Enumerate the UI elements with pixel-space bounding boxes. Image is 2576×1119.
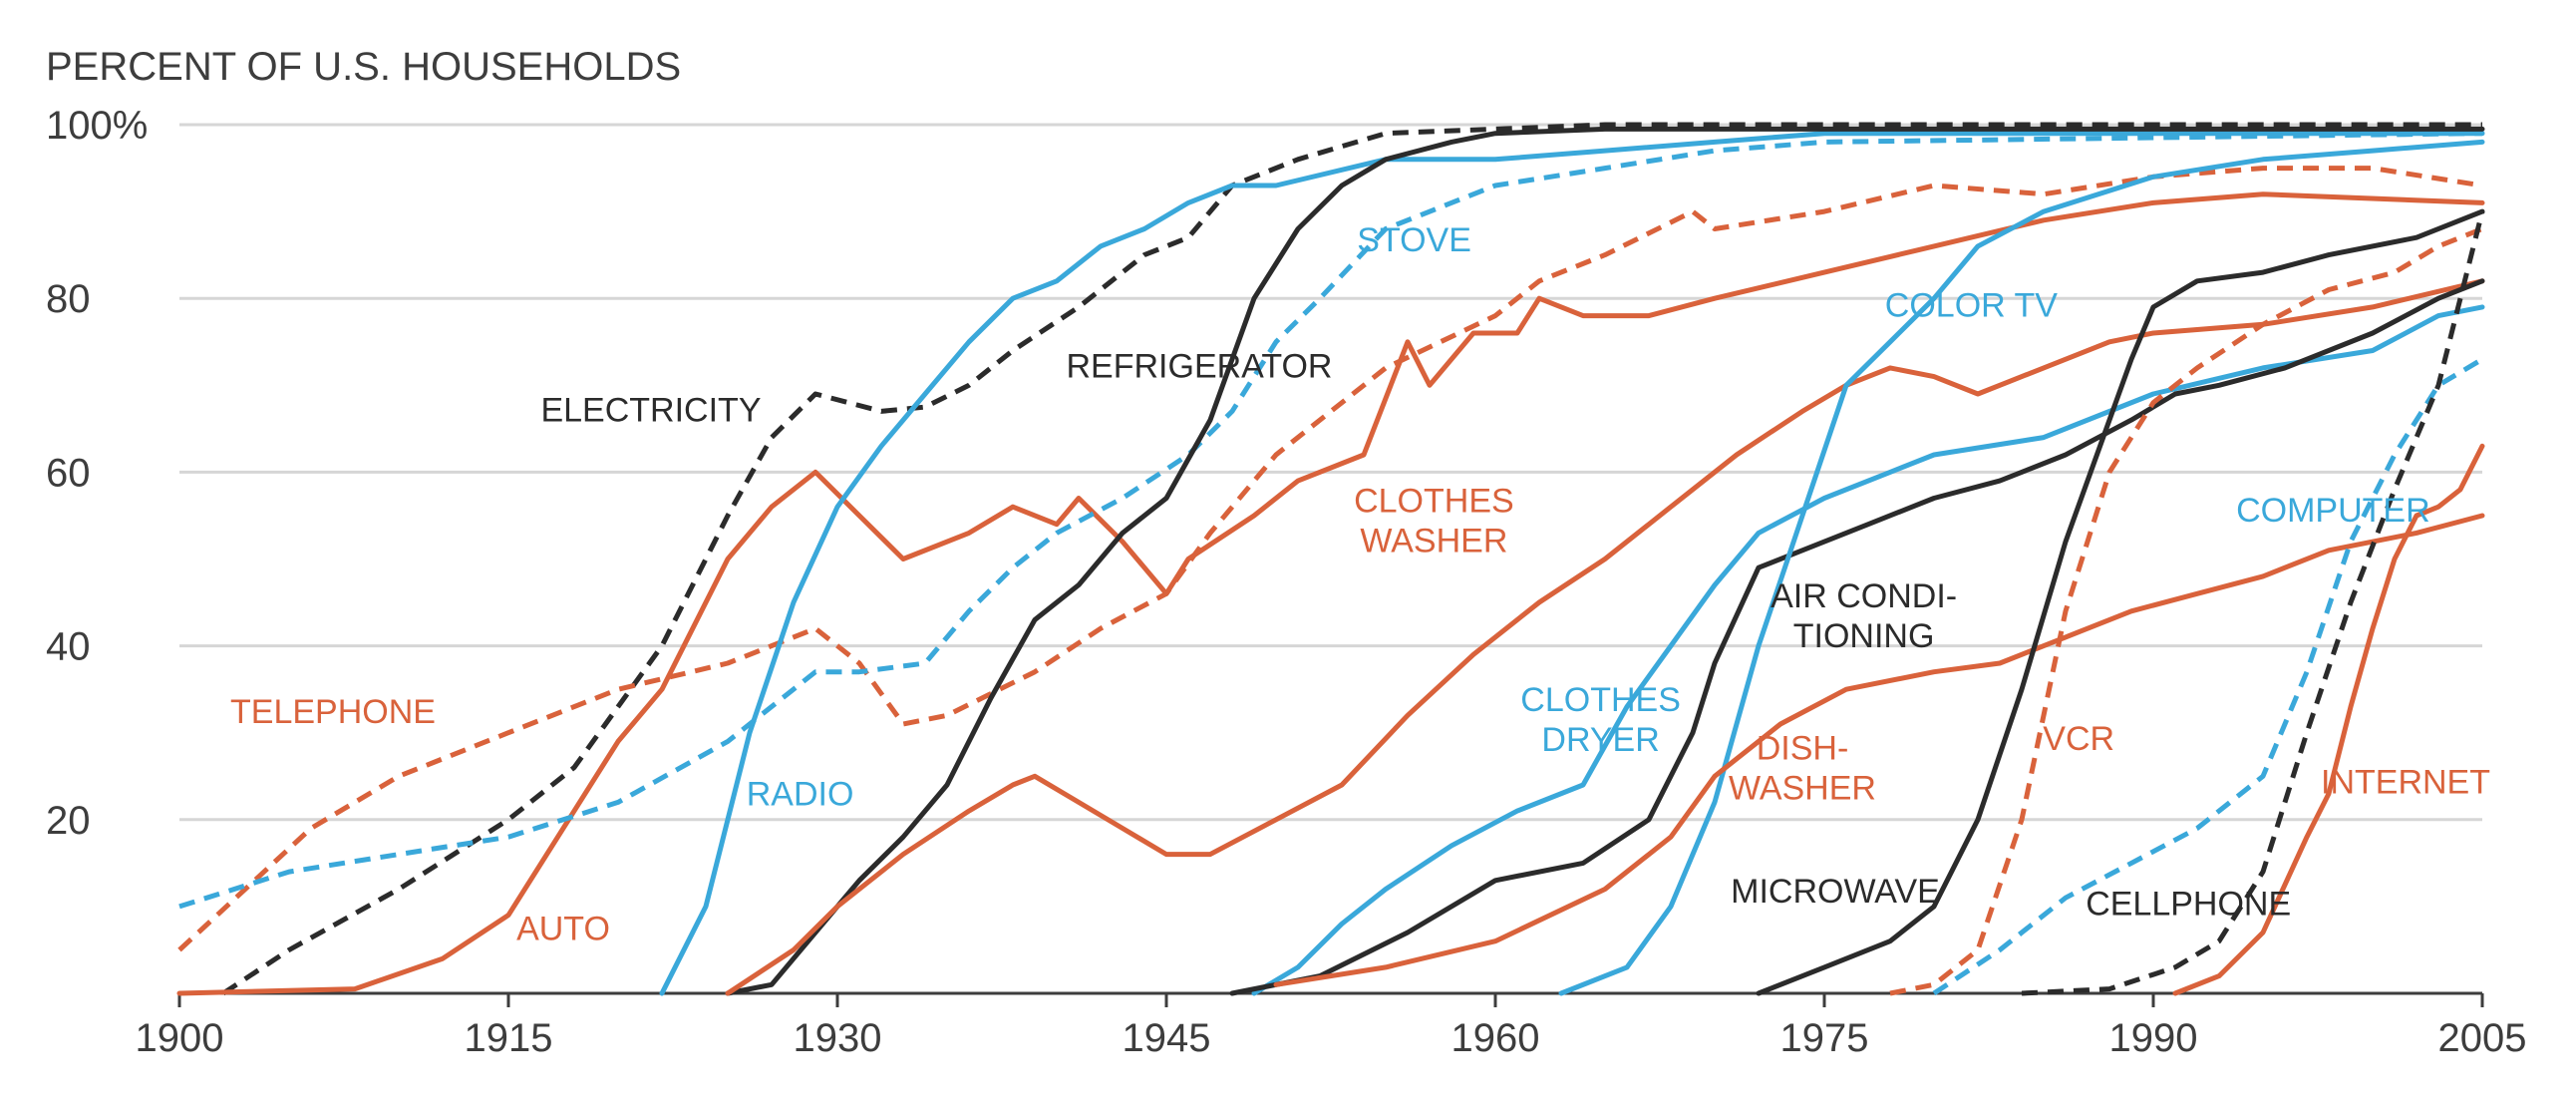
series-line-air-conditioning	[1229, 278, 2485, 996]
y-tick-100: 100%	[46, 104, 148, 148]
x-tick-1900: 1900	[136, 1016, 224, 1060]
series-label-line: ELECTRICITY	[540, 392, 761, 430]
series-label-line: WASHER	[1729, 770, 1876, 808]
series-label-clothes-dryer: CLOTHES DRYER	[1520, 681, 1681, 759]
series-label-auto: AUTO	[516, 911, 610, 948]
x-tick-1960: 1960	[1451, 1016, 1540, 1060]
x-tick-1975: 1975	[1780, 1016, 1869, 1060]
series-label-microwave: MICROWAVE	[1731, 873, 1940, 911]
series-label-color-tv: COLOR TV	[1885, 286, 2059, 324]
series-line-electricity	[221, 122, 2482, 996]
series-label-line: CLOTHES	[1354, 482, 1514, 520]
series-label-line: REFRIGERATOR	[1067, 347, 1333, 385]
x-tick-labels: 1900 1915 1930 1945 1960 1975 1990 2005	[136, 993, 2527, 1060]
series-label-computer: COMPUTER	[2236, 492, 2430, 530]
series-line-refrigerator	[725, 126, 2485, 996]
series-line-cellphone	[2021, 210, 2485, 996]
series-label-line: MICROWAVE	[1731, 873, 1940, 911]
series-labels: ELECTRICITY TELEPHONE AUTO RADIO STOVE REFRIG…	[230, 221, 2490, 948]
grid-lines	[179, 123, 2482, 995]
series-label-line: STOVE	[1357, 221, 1471, 259]
y-tick-60: 60	[46, 451, 91, 495]
series-label-vcr: VCR	[2043, 720, 2114, 758]
series-label-refrigerator: REFRIGERATOR	[1067, 347, 1333, 385]
series-label-line: TELEPHONE	[230, 693, 436, 731]
series-line-telephone	[177, 166, 2483, 952]
series-line-radio	[659, 131, 2485, 996]
x-tick-1930: 1930	[794, 1016, 882, 1060]
series-line-microwave	[1756, 208, 2485, 996]
y-axis-label: PERCENT OF U.S. HOUSEHOLDS	[46, 45, 681, 89]
x-tick-1915: 1915	[465, 1016, 553, 1060]
series-line-stove	[178, 131, 2483, 910]
series-line-clothes-dryer	[1251, 304, 2485, 996]
y-tick-20: 20	[46, 799, 91, 843]
series-label-line: WASHER	[1360, 522, 1507, 560]
series-label-clothes-washer: CLOTHES WASHER	[1354, 482, 1514, 560]
x-tick-2005: 2005	[2438, 1016, 2527, 1060]
y-tick-80: 80	[46, 277, 91, 321]
y-tick-labels: 100% 80 60 40 20	[46, 104, 148, 843]
series-label-line: DISH-	[1757, 730, 1849, 768]
series-label-stove: STOVE	[1357, 221, 1471, 259]
x-tick-1945: 1945	[1123, 1016, 1211, 1060]
series-label-cellphone: CELLPHONE	[2086, 885, 2291, 923]
series-label-line: TIONING	[1793, 617, 1935, 655]
series-label-line: RADIO	[747, 776, 854, 814]
series-label-line: AUTO	[516, 911, 610, 948]
series-line-clothes-washer	[725, 278, 2485, 996]
series-line-computer	[1932, 357, 2484, 996]
series-label-line: AIR CONDI-	[1771, 577, 1957, 615]
series-line-internet	[2172, 443, 2485, 996]
series-label-line: CLOTHES	[1520, 681, 1681, 719]
series-line-auto	[176, 191, 2485, 996]
x-tick-1990: 1990	[2109, 1016, 2198, 1060]
series-line-dishwasher	[1273, 513, 2485, 987]
series-label-electricity: ELECTRICITY	[540, 392, 761, 430]
series-label-air-conditioning: AIR CONDI-TIONING	[1771, 577, 1957, 655]
series-line-color-tv	[1558, 139, 2485, 996]
series-label-line: COMPUTER	[2236, 492, 2430, 530]
series-label-telephone: TELEPHONE	[230, 693, 436, 731]
series-label-line: VCR	[2043, 720, 2114, 758]
series-label-line: COLOR TV	[1885, 286, 2059, 324]
series-lines	[176, 122, 2485, 996]
series-label-internet: INTERNET	[2321, 764, 2490, 802]
y-tick-40: 40	[46, 625, 91, 669]
series-label-line: CELLPHONE	[2086, 885, 2291, 923]
series-label-line: INTERNET	[2321, 764, 2490, 802]
series-line-vcr	[1889, 226, 2483, 996]
series-label-dish-washer: DISH-WASHER	[1729, 730, 1876, 808]
series-label-line: DRYER	[1541, 721, 1659, 759]
series-label-radio: RADIO	[747, 776, 854, 814]
